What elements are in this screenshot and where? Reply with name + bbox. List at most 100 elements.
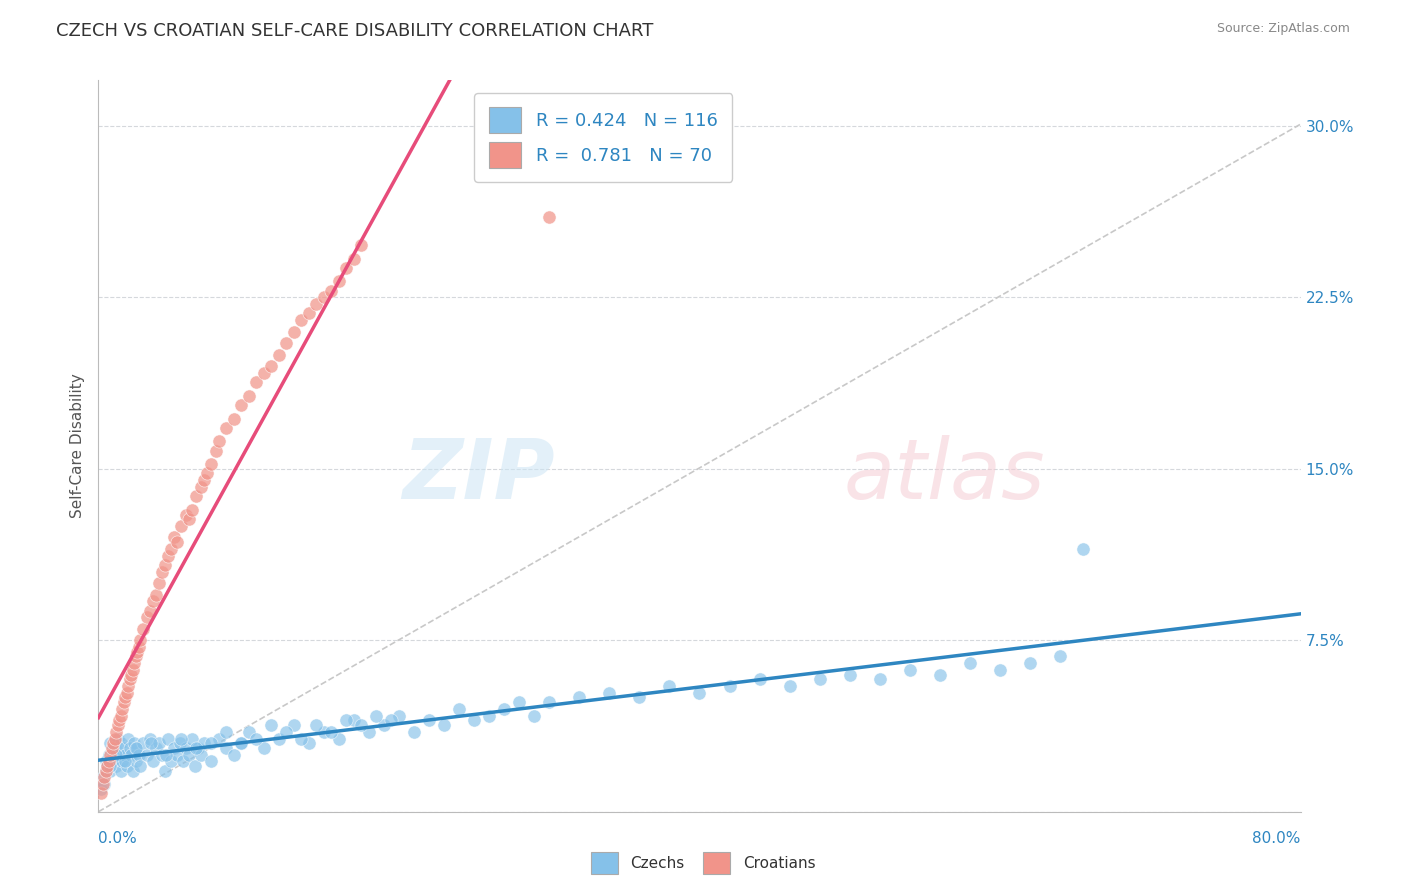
Point <box>988 663 1011 677</box>
Point <box>350 238 373 252</box>
Point <box>343 714 366 728</box>
Point <box>388 708 411 723</box>
Point <box>125 649 148 664</box>
Point <box>283 325 305 339</box>
Point <box>373 718 395 732</box>
Point <box>689 686 711 700</box>
Point <box>145 588 167 602</box>
Point <box>162 530 184 544</box>
Point <box>124 656 146 670</box>
Point <box>105 724 128 739</box>
Point <box>121 667 143 681</box>
Point <box>159 755 181 769</box>
Point <box>170 519 193 533</box>
Point <box>350 718 373 732</box>
Point <box>238 389 260 403</box>
Point <box>598 686 620 700</box>
Point <box>321 284 343 298</box>
Point <box>215 420 238 434</box>
Point <box>108 714 131 728</box>
Point <box>478 708 501 723</box>
Point <box>132 736 155 750</box>
Point <box>121 747 143 762</box>
Point <box>105 759 128 773</box>
Point <box>245 375 267 389</box>
Point <box>959 656 981 670</box>
Point <box>418 714 440 728</box>
Point <box>148 736 170 750</box>
Point <box>96 759 118 773</box>
Point <box>447 702 470 716</box>
Point <box>124 736 146 750</box>
Point <box>103 736 125 750</box>
Point <box>208 731 231 746</box>
Point <box>107 731 129 746</box>
Point <box>463 714 485 728</box>
Point <box>148 576 170 591</box>
Point <box>200 458 222 472</box>
Point <box>169 736 191 750</box>
Point <box>538 211 561 225</box>
Point <box>93 771 115 785</box>
Point <box>96 759 118 773</box>
Point <box>141 594 163 608</box>
Point <box>100 736 122 750</box>
Point <box>159 541 181 556</box>
Point <box>628 690 651 705</box>
Point <box>114 747 136 762</box>
Point <box>1071 541 1094 556</box>
Point <box>184 740 207 755</box>
Point <box>298 736 321 750</box>
Point <box>718 679 741 693</box>
Point <box>193 736 215 750</box>
Point <box>153 558 176 572</box>
Point <box>128 747 150 762</box>
Point <box>145 740 167 755</box>
Point <box>156 731 179 746</box>
Point <box>141 755 163 769</box>
Point <box>215 740 238 755</box>
Text: ZIP: ZIP <box>402 434 555 516</box>
Point <box>193 473 215 487</box>
Point <box>869 672 891 686</box>
Point <box>117 731 139 746</box>
Point <box>135 747 157 762</box>
Point <box>200 736 222 750</box>
Point <box>125 755 148 769</box>
Point <box>91 777 114 791</box>
Point <box>129 759 152 773</box>
Point <box>103 747 125 762</box>
Point <box>129 633 152 648</box>
Point <box>245 731 267 746</box>
Point <box>118 672 141 686</box>
Point <box>125 740 148 755</box>
Point <box>101 740 124 755</box>
Point <box>135 610 157 624</box>
Point <box>111 702 134 716</box>
Point <box>117 679 139 693</box>
Point <box>568 690 591 705</box>
Text: Source: ZipAtlas.com: Source: ZipAtlas.com <box>1216 22 1350 36</box>
Point <box>222 411 245 425</box>
Point <box>166 535 188 549</box>
Point <box>195 467 218 481</box>
Point <box>508 695 530 709</box>
Text: CZECH VS CROATIAN SELF-CARE DISABILITY CORRELATION CHART: CZECH VS CROATIAN SELF-CARE DISABILITY C… <box>56 22 654 40</box>
Point <box>184 489 207 503</box>
Point <box>222 747 245 762</box>
Point <box>174 740 197 755</box>
Point <box>357 724 380 739</box>
Point <box>260 718 283 732</box>
Point <box>321 724 343 739</box>
Point <box>267 731 290 746</box>
Point <box>118 740 141 755</box>
Point <box>115 759 138 773</box>
Point <box>838 667 860 681</box>
Point <box>94 764 117 778</box>
Point <box>260 359 283 373</box>
Point <box>139 736 162 750</box>
Point <box>1049 649 1071 664</box>
Point <box>231 736 253 750</box>
Point <box>174 508 197 522</box>
Point <box>380 714 402 728</box>
